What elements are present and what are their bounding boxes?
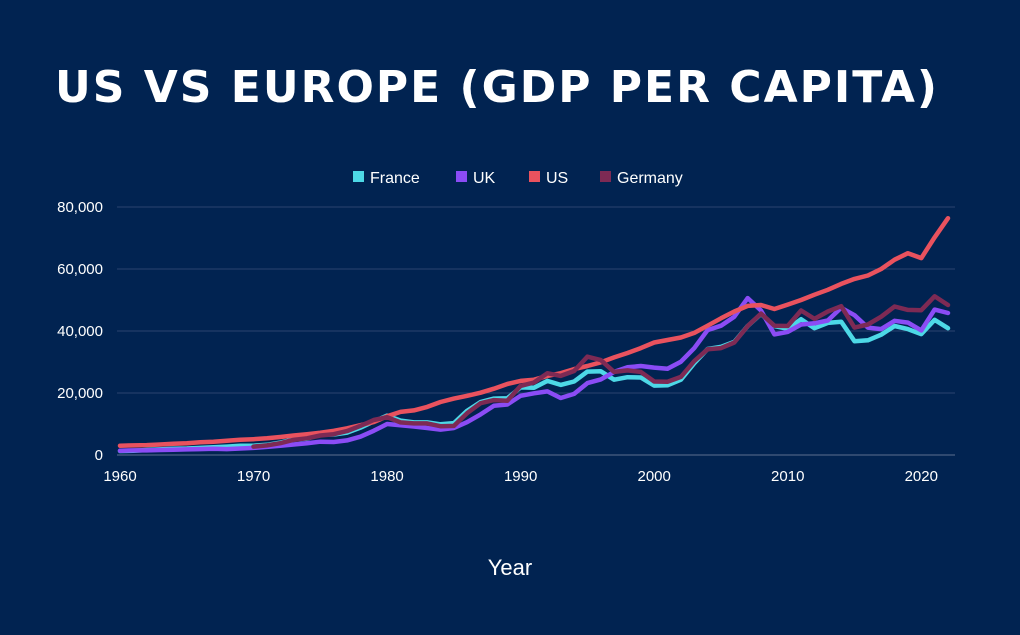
- legend-swatch: [456, 171, 467, 182]
- x-tick-label: 1970: [237, 468, 270, 485]
- series-line-uk: [117, 295, 951, 453]
- legend-swatch: [529, 171, 540, 182]
- legend-label: UK: [473, 170, 496, 187]
- legend-item-us: US: [529, 170, 568, 187]
- legend-label: US: [546, 170, 568, 187]
- series-line-us: [117, 215, 951, 448]
- x-tick-label: 1990: [504, 468, 537, 485]
- legend-item-uk: UK: [456, 170, 496, 187]
- y-tick-label: 20,000: [57, 385, 103, 402]
- x-tick-label: 2000: [638, 468, 671, 485]
- chart-title: US VS EUROPE (GDP PER CAPITA): [55, 62, 940, 113]
- y-tick-label: 60,000: [57, 261, 103, 278]
- legend-label: France: [370, 170, 420, 187]
- y-tick-label: 80,000: [57, 199, 103, 216]
- y-axis: 0 20,000 40,000 60,000 80,000: [57, 199, 103, 464]
- legend-label: Germany: [617, 170, 683, 187]
- x-tick-label: 1960: [103, 468, 136, 485]
- legend-item-germany: Germany: [600, 170, 683, 187]
- x-tick-label: 1980: [370, 468, 403, 485]
- grid-lines: [117, 206, 955, 456]
- series-line-germany: [251, 294, 951, 449]
- legend: France UK US Germany: [353, 170, 683, 187]
- x-tick-label: 2020: [905, 468, 938, 485]
- y-tick-label: 40,000: [57, 323, 103, 340]
- legend-swatch: [600, 171, 611, 182]
- x-axis-label: Year: [488, 555, 532, 580]
- y-tick-label: 0: [95, 447, 103, 464]
- series-lines: [117, 215, 951, 454]
- legend-item-france: France: [353, 170, 420, 187]
- x-tick-label: 2010: [771, 468, 804, 485]
- legend-swatch: [353, 171, 364, 182]
- x-axis: 1960 1970 1980 1990 2000 2010 2020: [103, 468, 938, 485]
